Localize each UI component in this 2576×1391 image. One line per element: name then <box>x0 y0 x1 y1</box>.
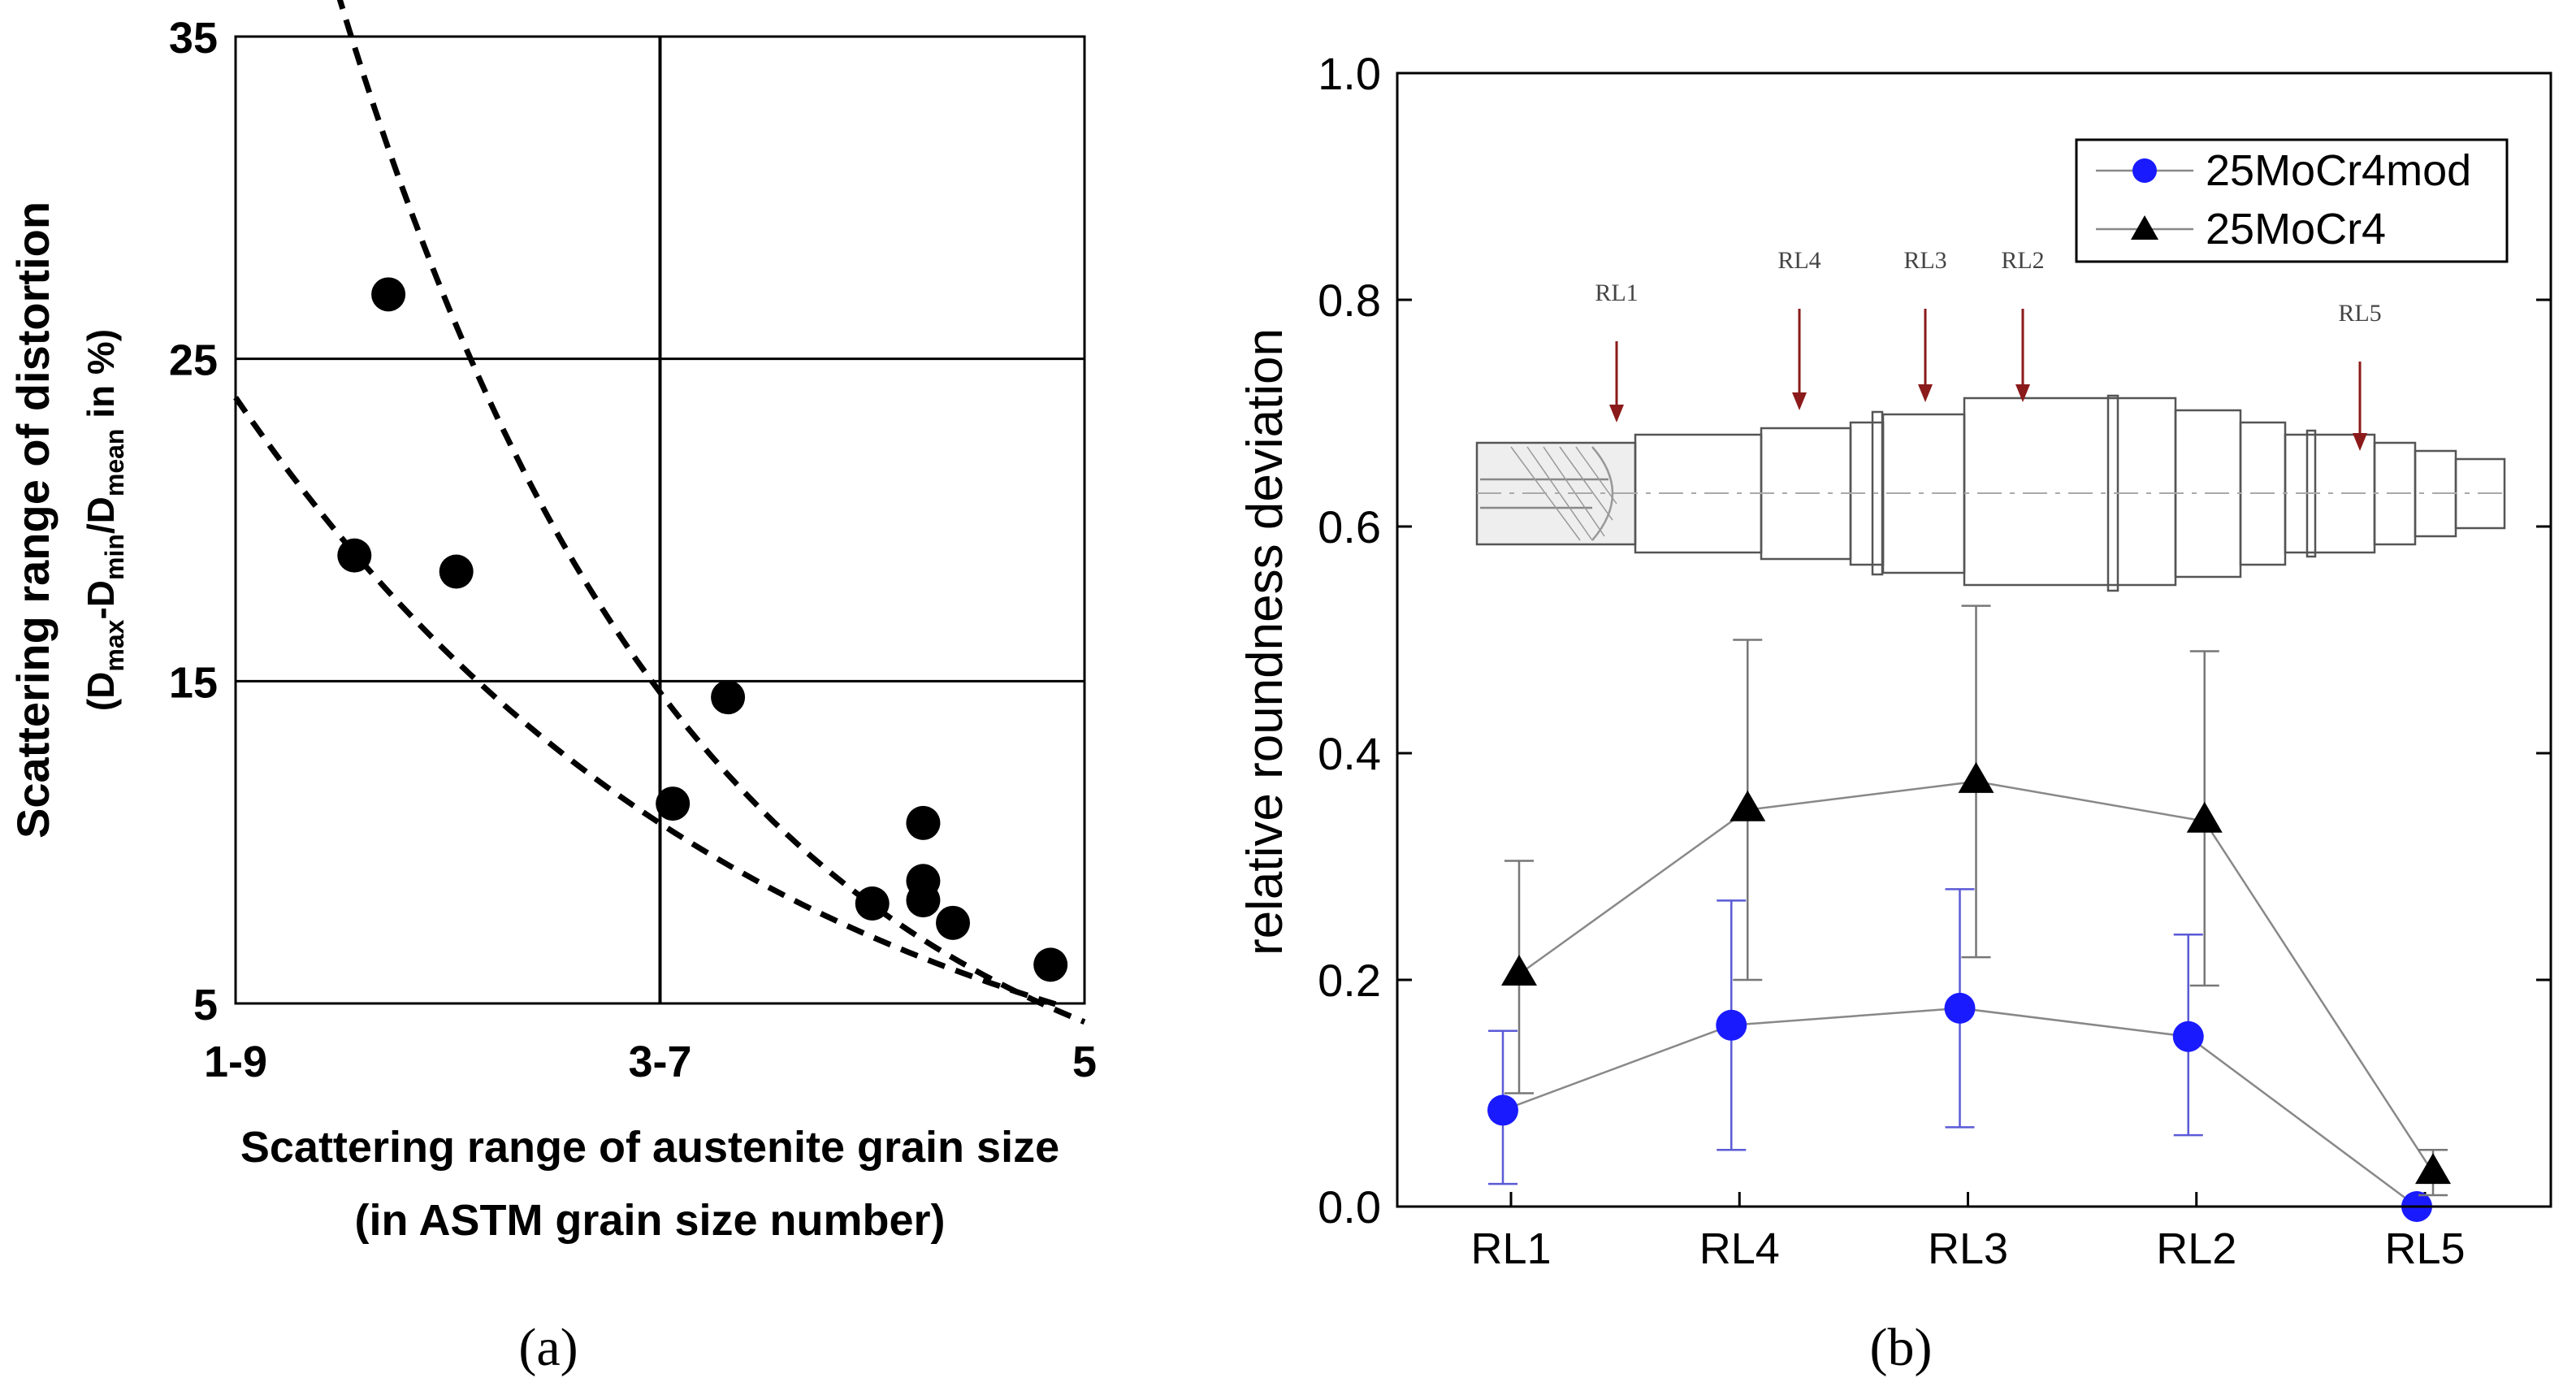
panel-a-y-tick-label: 15 <box>169 658 218 707</box>
shaft-arrow-head <box>1792 392 1807 410</box>
panel-b: 0.00.20.40.60.81.0 RL1 RL4 RL3 RL2 RL5 RL1RL… <box>1237 48 2552 1377</box>
panel-a-plot-frame <box>234 35 1086 1005</box>
panel-b-y-tick-label: 0.2 <box>1318 955 1381 1006</box>
panel-b-x-tick-label: RL3 <box>1928 1224 2008 1273</box>
panel-a-x-axis-label-line1: Scattering range of austenite grain size <box>240 1123 1059 1172</box>
panel-b-plot-frame <box>1396 72 2552 1208</box>
panel-b-y-tick-label: 0.8 <box>1318 275 1381 326</box>
panel-a-y-tick-label: 5 <box>193 981 218 1029</box>
panel-a-grid <box>236 37 1085 1003</box>
shaft-arrow-label: RL2 <box>2001 247 2044 274</box>
panel-a-x-ticks: 1-9 3-7 5 <box>204 1038 1097 1086</box>
panel-a-data-point <box>1033 947 1068 982</box>
data-point-25mocr4mod <box>1487 1094 1518 1126</box>
shaft-arrow-head <box>1918 384 1933 402</box>
data-point-25mocr4mod <box>1716 1009 1747 1041</box>
panel-a-y-tick-label: 25 <box>169 336 218 385</box>
panel-a-y-axis-label-line1: Scattering range of distortion <box>7 202 58 838</box>
data-point-25mocr4 <box>1958 761 1994 793</box>
shaft-arrow-head <box>1609 405 1624 422</box>
panel-a-points <box>337 277 1068 982</box>
panel-a-data-point <box>906 805 941 840</box>
panel-a-y-axis-label-line2: (Dmax-Dmin/Dmean in %) <box>80 329 129 711</box>
panel-b-series <box>1487 604 2451 1222</box>
panel-a-data-point <box>711 680 746 715</box>
legend-label-25MoCr4: 25MoCr4 <box>2206 205 2386 254</box>
panel-a-x-tick-label: 5 <box>1072 1038 1097 1086</box>
panel-b-label: (b) <box>1870 1318 1933 1377</box>
panel-b-x-tick-label: RL1 <box>1470 1224 1551 1273</box>
data-point-25mocr4 <box>1730 790 1766 821</box>
data-point-25mocr4 <box>2186 801 2223 833</box>
data-point-25mocr4 <box>1501 955 1537 986</box>
panel-a-y-ticks: 5 15 25 35 <box>169 14 218 1029</box>
data-point-25mocr4mod <box>1944 992 1976 1024</box>
panel-a-data-point <box>439 554 474 589</box>
shaft-arrow-label: RL4 <box>1777 247 1821 274</box>
panel-b-y-tick-label: 0.0 <box>1318 1181 1381 1233</box>
panel-a-data-point <box>936 905 971 940</box>
panel-b-x-tick-label: RL5 <box>2384 1224 2465 1273</box>
panel-a-data-point <box>371 277 406 312</box>
panel-a-fit-curve-upper <box>336 0 1086 1025</box>
panel-b-x-tick-label: RL2 <box>2156 1224 2236 1273</box>
panel-b-y-tick-label: 0.4 <box>1318 728 1381 779</box>
panel-b-y-tick-label: 0.6 <box>1318 501 1381 552</box>
data-point-25mocr4 <box>2415 1153 2451 1185</box>
legend: 25MoCr4mod 25MoCr4 <box>2075 138 2509 263</box>
shaft-arrow-label: RL5 <box>2338 300 2381 327</box>
panel-a-x-tick-label: 1-9 <box>204 1038 267 1086</box>
shaft-arrow-head <box>2015 384 2030 402</box>
panel-a-fit-curves <box>233 0 1086 1025</box>
panel-b-y-tick-label: 1.0 <box>1318 48 1381 99</box>
legend-marker-25MoCr4 <box>2131 215 2158 240</box>
panel-a-x-tick-label: 3-7 <box>628 1038 691 1086</box>
legend-marker-25MoCr4mod <box>2132 158 2157 183</box>
panel-b-x-ticks: RL1 RL4 RL3 RL2 RL5 <box>1470 1192 2466 1273</box>
data-point-25mocr4mod <box>2172 1020 2204 1052</box>
shaft-arrows: RL1 RL4 RL3 RL2 RL5 <box>1595 247 2382 451</box>
panel-a-data-point <box>656 786 691 821</box>
shaft-arrow-head <box>2353 433 2367 451</box>
panel-b-x-tick-label: RL4 <box>1699 1224 1780 1273</box>
panel-a-label: (a) <box>518 1318 578 1377</box>
panel-a-x-axis-label-line2: (in ASTM grain size number) <box>354 1196 945 1245</box>
shaft-drawing <box>1475 394 2510 592</box>
panel-a-fit-curve-lower <box>233 396 1060 1008</box>
panel-b-y-axis-label: relative roundness deviation <box>1237 328 1293 956</box>
panel-b-y-ticks: 0.0 0.2 0.4 0.6 0.8 1.0 <box>1318 48 2551 1233</box>
panel-a-data-point <box>337 538 372 573</box>
panel-a: 5 15 25 35 1-9 3-7 5 Scattering range of dist… <box>7 0 1097 1377</box>
panel-a-data-point <box>906 883 941 918</box>
panel-a-y-tick-label: 35 <box>169 14 218 63</box>
legend-label-25MoCr4mod: 25MoCr4mod <box>2206 146 2471 195</box>
shaft-arrow-label: RL1 <box>1595 280 1638 306</box>
shaft-arrow-label: RL3 <box>1903 247 1946 274</box>
panel-a-data-point <box>855 886 890 921</box>
